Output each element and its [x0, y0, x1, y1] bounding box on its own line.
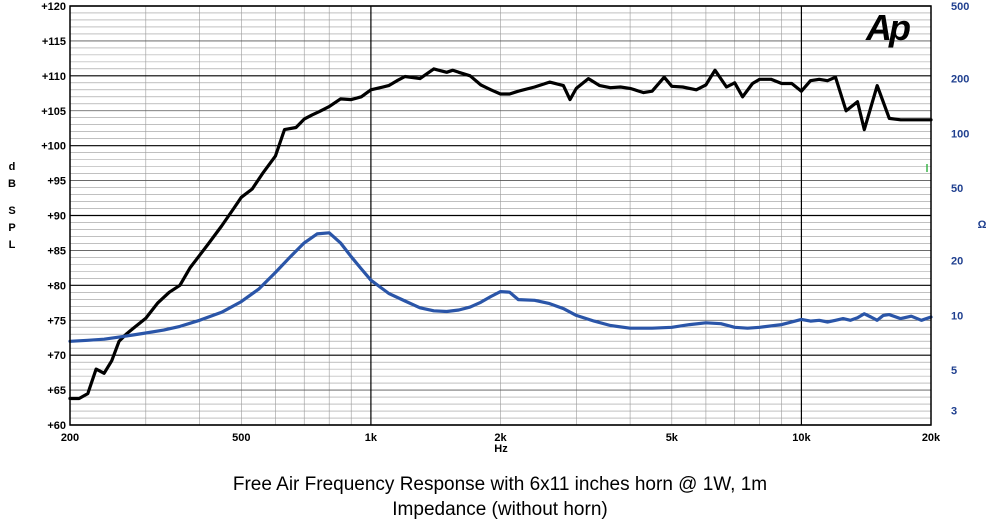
ap-logo: Ap	[865, 7, 913, 48]
x-tick-label: 5k	[666, 432, 679, 444]
x-tick-label: 2k	[494, 432, 507, 444]
left-tick-label: +115	[42, 36, 66, 48]
series-layer	[68, 67, 933, 401]
left-axis-label-letter: d	[9, 161, 16, 173]
left-tick-label: +85	[47, 245, 66, 257]
right-axis-ticks: 3 5 10 20 50 100 200 500	[951, 1, 969, 418]
left-tick-label: +120	[41, 1, 66, 13]
right-tick-label: 3	[951, 406, 957, 418]
left-tick-label: +70	[47, 350, 66, 362]
left-tick-label: +110	[42, 71, 66, 83]
x-axis-label: Hz	[494, 443, 508, 455]
left-axis-ticks: +60 +65 +70 +75 +80 +85 +90 +95 +100 +105 +110 +115…	[41, 1, 66, 432]
right-tick-label: 200	[951, 73, 969, 85]
right-tick-label: 20	[951, 256, 963, 268]
x-tick-label: 20k	[922, 432, 941, 444]
left-tick-label: +90	[47, 211, 66, 223]
x-tick-label: 1k	[365, 432, 378, 444]
left-tick-label: +75	[47, 315, 66, 327]
chart-caption-line1: Free Air Frequency Response with 6x11 in…	[232, 474, 768, 495]
spl-series-line	[68, 67, 933, 401]
left-tick-label: +80	[47, 280, 66, 292]
right-tick-label: 5	[951, 365, 957, 377]
ap-logo-text: Ap	[865, 7, 910, 48]
right-tick-label: 100	[951, 128, 969, 140]
impedance-series-line	[68, 231, 933, 343]
left-tick-label: +65	[47, 385, 66, 397]
left-tick-label: +105	[41, 106, 66, 118]
left-tick-label: +95	[47, 176, 66, 188]
left-axis-label-letter: S	[8, 205, 15, 217]
left-axis-label-letter: P	[8, 222, 15, 234]
x-tick-label: 200	[61, 432, 79, 444]
right-tick-label: 500	[951, 1, 969, 13]
left-tick-label: +100	[41, 141, 66, 153]
right-tick-label: 10	[951, 310, 963, 322]
right-axis-label: Ω	[978, 219, 987, 231]
chart-caption-line2: Impedance (without horn)	[392, 499, 608, 520]
plot-frame	[69, 5, 932, 426]
right-tick-label: 50	[951, 183, 963, 195]
x-tick-label: 10k	[792, 432, 811, 444]
x-axis-ticks: 200 500 1k 2k 5k 10k 20k	[61, 432, 941, 444]
x-tick-label: 500	[232, 432, 250, 444]
left-axis-label: dB SPL	[8, 161, 16, 251]
left-axis-label-letter: B	[8, 178, 16, 190]
left-axis-label-letter: L	[9, 239, 16, 251]
left-tick-label: +60	[47, 420, 66, 432]
